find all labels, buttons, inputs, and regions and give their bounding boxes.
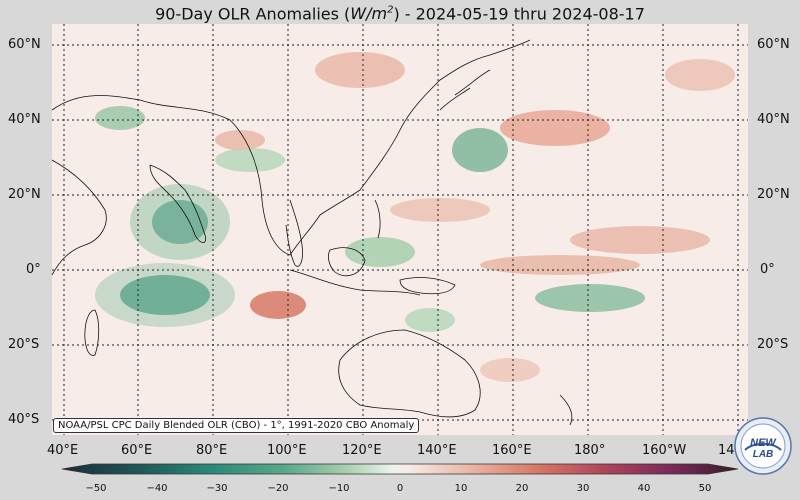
lat-label: 40°S — [8, 412, 40, 427]
colorbar-tick: 40 — [637, 483, 651, 494]
lat-label: 60°N — [8, 37, 41, 52]
positive-anomalies — [215, 52, 735, 382]
svg-text:LAB: LAB — [753, 449, 774, 460]
colorbar-tick: 50 — [698, 483, 712, 494]
colorbar-tick: 30 — [576, 483, 590, 494]
noaa-psl-logo[interactable]: NEW LAB — [733, 416, 793, 476]
lon-label: 40°E — [47, 443, 79, 458]
lat-label: 40°N — [8, 112, 41, 127]
colorbar-tick: −20 — [267, 483, 289, 494]
colorbar — [61, 463, 739, 475]
lon-label: 120°E — [342, 443, 382, 458]
colorbar-tick: −40 — [146, 483, 168, 494]
lat-label: 0° — [760, 262, 775, 277]
lon-label: 140°E — [417, 443, 457, 458]
lon-label: 180° — [574, 443, 606, 458]
svg-text:NEW: NEW — [750, 437, 777, 449]
lat-label: 20°N — [757, 187, 790, 202]
lat-label: 20°N — [8, 187, 41, 202]
data-source-credit: NOAA/PSL CPC Daily Blended OLR (CBO) - 1… — [53, 418, 420, 433]
lon-label: 60°E — [121, 443, 153, 458]
lon-label: 14 — [718, 443, 735, 458]
colorbar-tick: 10 — [454, 483, 468, 494]
lon-label: 160°W — [642, 443, 687, 458]
coastlines — [51, 39, 573, 426]
colorbar-tick: −50 — [85, 483, 107, 494]
lon-label: 100°E — [267, 443, 307, 458]
lat-label: 20°S — [757, 337, 789, 352]
lat-label: 0° — [26, 262, 41, 277]
negative-anomalies — [95, 106, 645, 332]
colorbar-tick: 20 — [515, 483, 529, 494]
colorbar-tick: 0 — [396, 483, 404, 494]
colorbar-tick: −30 — [206, 483, 228, 494]
logo-icon: NEW LAB — [734, 417, 792, 475]
map-title: 90-Day OLR Anomalies (W/m2) - 2024-05-19… — [155, 4, 645, 24]
lat-label: 20°S — [8, 337, 40, 352]
lon-label: 160°E — [492, 443, 532, 458]
lat-label: 40°N — [757, 112, 790, 127]
lon-label: 80°E — [196, 443, 228, 458]
lat-label: 60°N — [757, 37, 790, 52]
colorbar-tick: −10 — [328, 483, 350, 494]
